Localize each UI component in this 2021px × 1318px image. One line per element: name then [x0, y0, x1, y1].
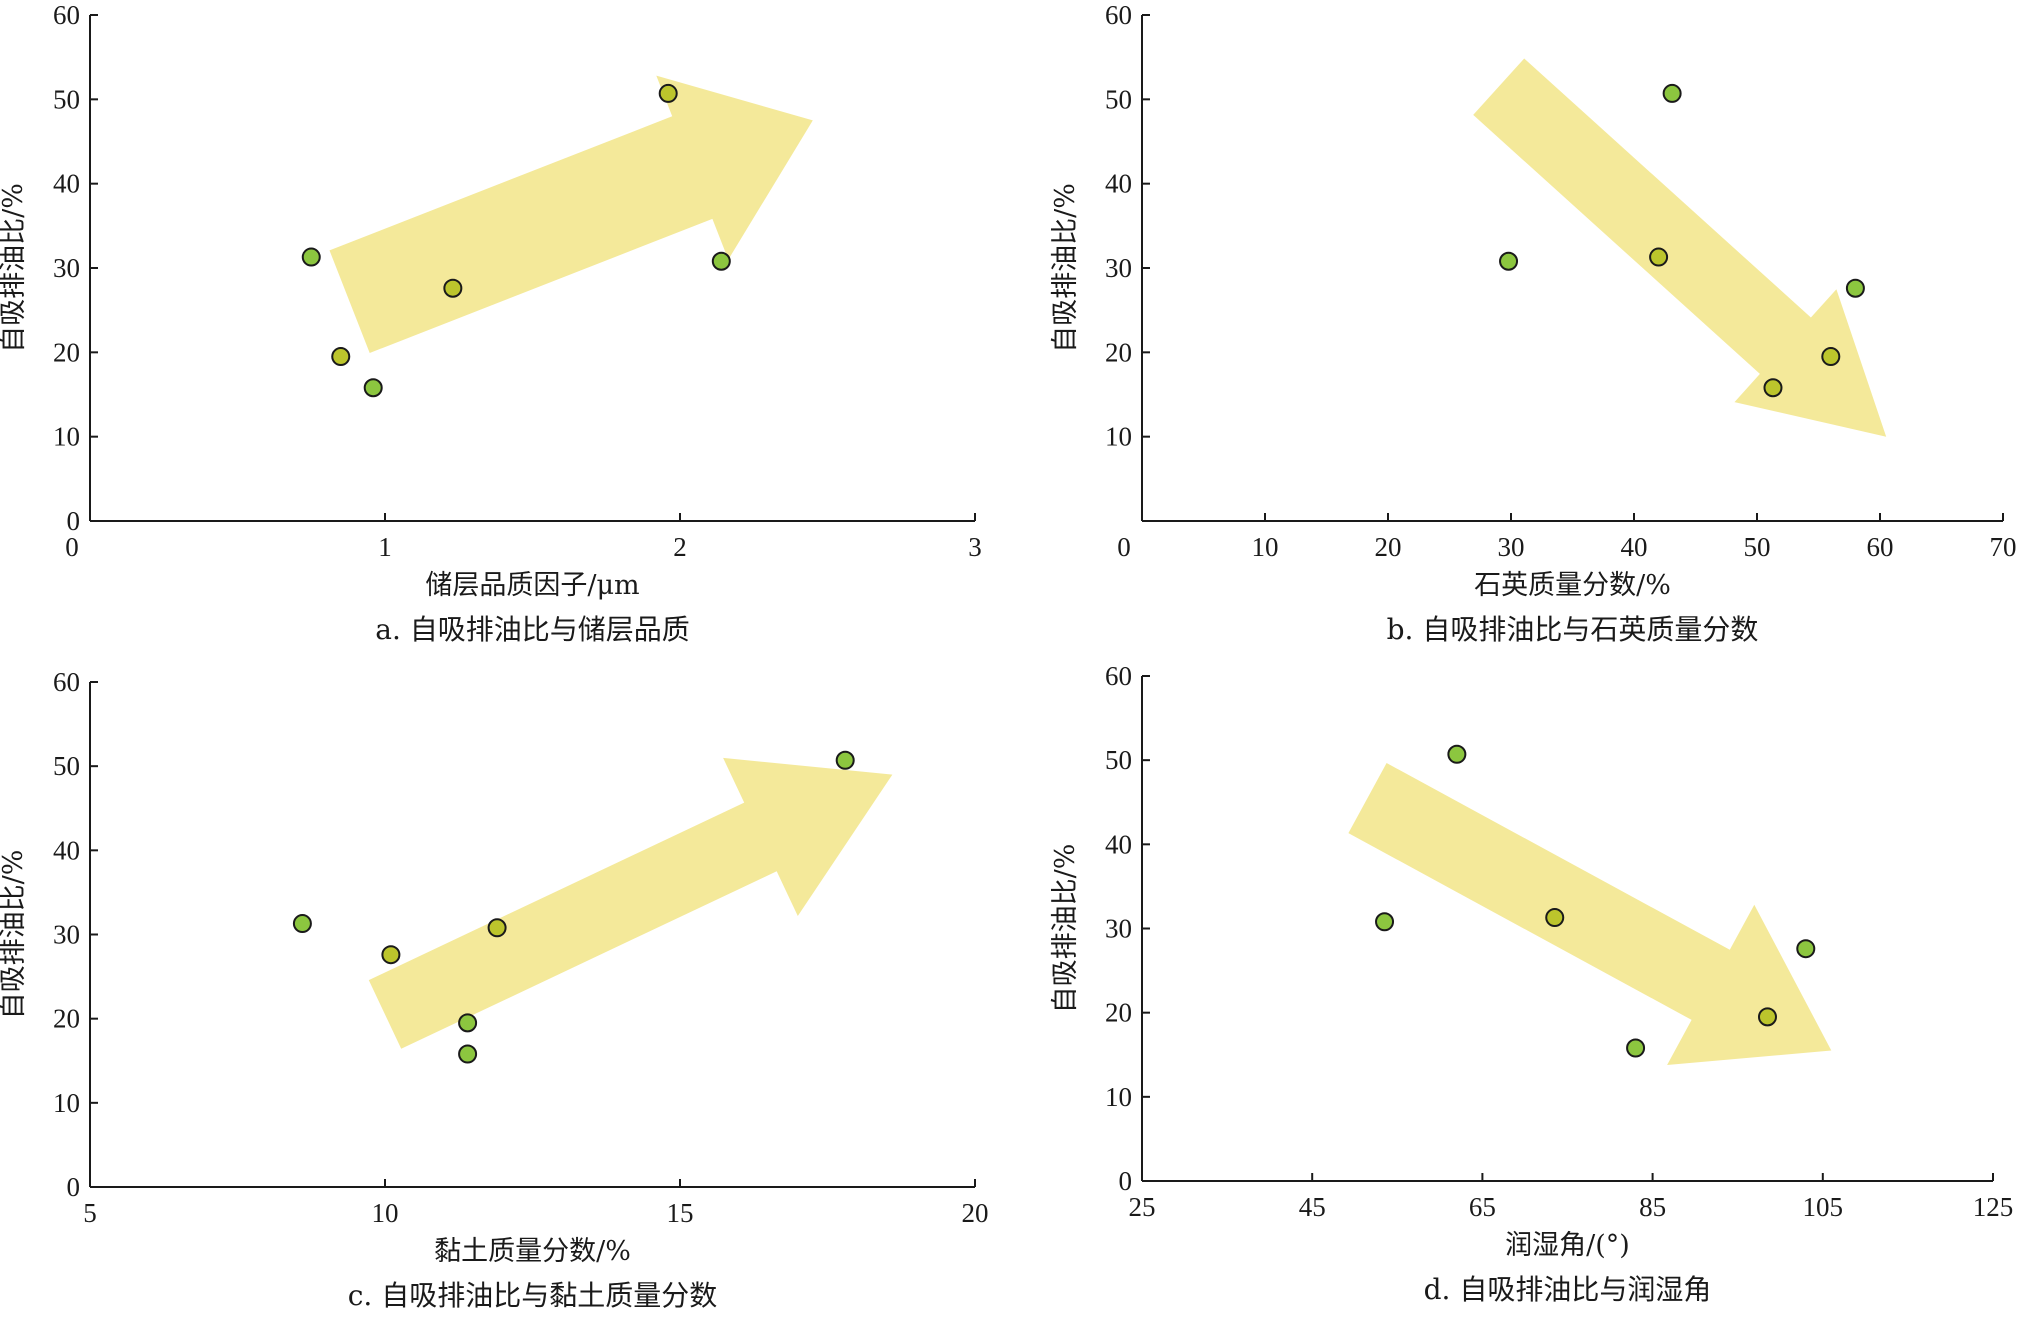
- data-point: [443, 278, 463, 298]
- x-tick-label: 10: [1252, 532, 1279, 562]
- x-tick-label: 30: [1498, 532, 1525, 562]
- data-point: [1626, 1038, 1646, 1058]
- x-axis-title: 黏土质量分数/%: [434, 1236, 631, 1267]
- data-point: [487, 918, 507, 938]
- data-point: [331, 347, 351, 367]
- data-point: [301, 247, 321, 267]
- y-tick-label: 20: [53, 337, 80, 367]
- x-tick-label: 0: [65, 532, 79, 562]
- data-point: [1545, 908, 1565, 928]
- chart-a: 0 10 20 30 40 50 60 0 1 2 3 储层品质因子/μm 自吸排油比/% a. 自吸排油…: [0, 0, 982, 646]
- y-tick-label: 50: [1105, 84, 1132, 114]
- panel-caption: c. 自吸排油比与黏土质量分数: [348, 1279, 717, 1312]
- y-axis-title: 自吸排油比/%: [1050, 844, 1081, 1014]
- y-tick-label: 20: [1105, 337, 1132, 367]
- y-tick-label: 10: [1105, 1082, 1132, 1112]
- y-tick-label: 50: [1105, 745, 1132, 775]
- y-tick-label: 50: [53, 84, 80, 114]
- y-tick-label: 20: [53, 1004, 80, 1034]
- x-tick-label: 0: [1117, 532, 1131, 562]
- x-tick-label: 1: [378, 532, 392, 562]
- data-point: [835, 750, 855, 770]
- panel-caption: a. 自吸排油比与储层品质: [375, 613, 690, 646]
- x-tick-label: 5: [83, 1198, 97, 1228]
- y-tick-label: 50: [53, 751, 80, 781]
- x-tick-label: 20: [962, 1198, 989, 1228]
- x-tick-label: 20: [1375, 532, 1402, 562]
- x-tick-label: 125: [1973, 1192, 2014, 1222]
- x-tick-label: 65: [1469, 1192, 1496, 1222]
- y-axis-title: 自吸排油比/%: [0, 183, 29, 353]
- x-tick-label: 40: [1621, 532, 1648, 562]
- y-tick-label: 20: [1105, 998, 1132, 1028]
- x-tick-label: 15: [667, 1198, 694, 1228]
- x-tick-label: 2: [673, 532, 687, 562]
- data-point: [1845, 278, 1865, 298]
- data-point: [381, 945, 401, 965]
- y-tick-label: 40: [53, 835, 80, 865]
- y-tick-label: 60: [1105, 661, 1132, 691]
- data-point: [658, 83, 678, 103]
- trend-arrow-down: [1348, 763, 1832, 1065]
- y-tick-label: 30: [53, 253, 80, 283]
- y-tick-label: 10: [1105, 422, 1132, 452]
- y-tick-label: 40: [53, 169, 80, 199]
- y-tick-label: 0: [1119, 1166, 1133, 1196]
- data-point: [458, 1013, 478, 1033]
- x-tick-label: 3: [968, 532, 982, 562]
- y-tick-label: 30: [1105, 914, 1132, 944]
- y-tick-label: 10: [53, 422, 80, 452]
- chart-d: 0 10 20 30 40 50 60 25 45 65 85 105 125 润湿角/(°) 自吸排油比/…: [1050, 661, 2013, 1306]
- x-tick-label: 60: [1867, 532, 1894, 562]
- y-tick-label: 0: [67, 1172, 81, 1202]
- x-tick-label: 10: [372, 1198, 399, 1228]
- data-point: [1375, 912, 1395, 932]
- chart-b: 10 20 30 40 50 60 0 10 20 30 40 50 60 70 石英质量分数/% 自吸排油比…: [1050, 0, 2017, 646]
- data-point: [1821, 347, 1841, 367]
- trend-arrow-up: [368, 757, 893, 1049]
- data-point: [1649, 247, 1669, 267]
- x-tick-label: 50: [1744, 532, 1771, 562]
- y-tick-label: 10: [53, 1088, 80, 1118]
- trend-arrow-up: [329, 75, 813, 353]
- x-tick-label: 85: [1639, 1192, 1666, 1222]
- y-axis-title: 自吸排油比/%: [0, 850, 29, 1020]
- data-point: [1757, 1007, 1777, 1027]
- x-tick-label: 25: [1129, 1192, 1156, 1222]
- y-tick-label: 30: [1105, 253, 1132, 283]
- data-point: [711, 251, 731, 271]
- data-point: [1499, 251, 1519, 271]
- x-tick-label: 105: [1803, 1192, 1844, 1222]
- data-point: [363, 378, 383, 398]
- data-point: [1763, 378, 1783, 398]
- x-axis-title: 润湿角/(°): [1505, 1230, 1630, 1261]
- x-tick-label: 70: [1990, 532, 2017, 562]
- data-point: [1796, 939, 1816, 959]
- data-point: [1447, 744, 1467, 764]
- x-tick-label: 45: [1299, 1192, 1326, 1222]
- panel-caption: d. 自吸排油比与润湿角: [1424, 1273, 1712, 1306]
- trend-arrow-down: [1473, 58, 1887, 437]
- panel-caption: b. 自吸排油比与石英质量分数: [1387, 613, 1759, 646]
- y-tick-label: 40: [1105, 829, 1132, 859]
- y-tick-label: 60: [53, 0, 80, 30]
- y-tick-label: 0: [67, 506, 81, 536]
- data-point: [292, 914, 312, 934]
- y-tick-label: 60: [1105, 0, 1132, 30]
- x-axis-title: 储层品质因子/μm: [425, 570, 639, 601]
- data-point: [1662, 83, 1682, 103]
- x-axis-title: 石英质量分数/%: [1474, 570, 1671, 601]
- data-point: [458, 1044, 478, 1064]
- y-tick-label: 30: [53, 920, 80, 950]
- y-tick-label: 60: [53, 667, 80, 697]
- y-axis-title: 自吸排油比/%: [1050, 183, 1081, 353]
- y-tick-label: 40: [1105, 169, 1132, 199]
- chart-c: 0 10 20 30 40 50 60 5 10 15 20 黏土质量分数/% 自吸排油比/% c. 自吸…: [0, 667, 989, 1312]
